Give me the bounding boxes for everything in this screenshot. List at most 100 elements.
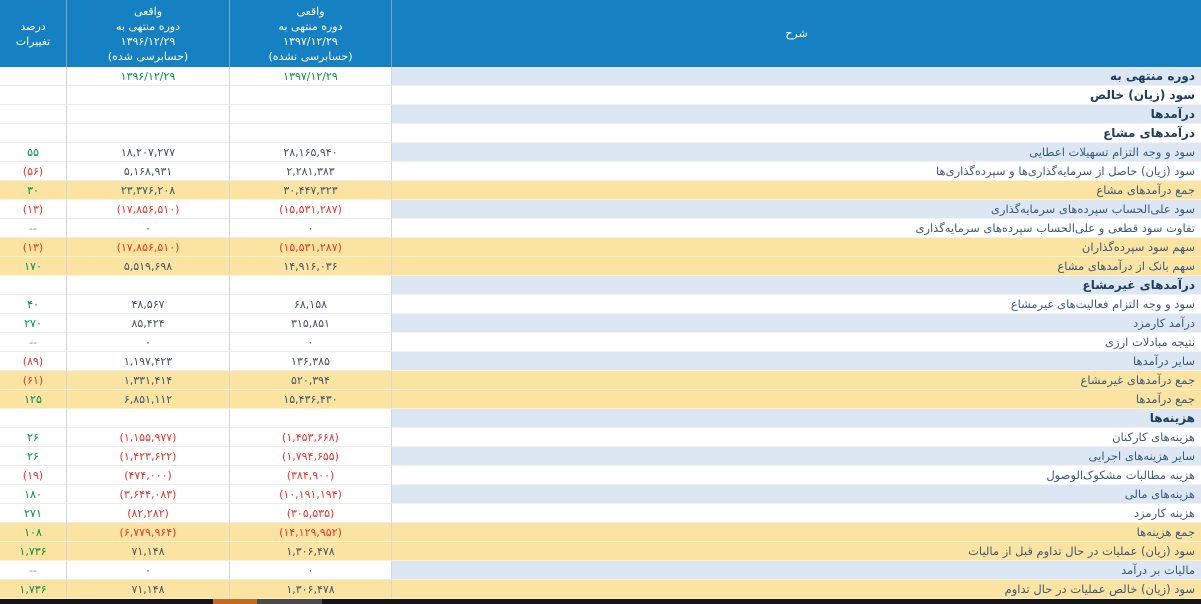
percent-change-cell: ۱۸۰	[0, 485, 66, 504]
column-header-description-label: شرح	[785, 27, 808, 40]
table-row: سود (زیان) خالص عملیات در حال تداوم ۱,۳۰۶…	[0, 580, 1201, 599]
column-header-description: شرح	[391, 0, 1201, 67]
percent-change-cell: ۴۰	[0, 295, 66, 314]
value-1396-cell: ۱,۳۳۱,۴۱۴	[66, 371, 229, 390]
header-1396-line2: دوره منتهی به	[116, 19, 181, 33]
value-1397-cell: ۵۲۰,۳۹۴	[229, 371, 391, 390]
table-row: هزینه کارمزد (۳۰۵,۵۳۵) (۸۲,۲۸۲) ۲۷۱	[0, 504, 1201, 523]
value-1396-cell: ۵,۱۶۸,۹۳۱	[66, 162, 229, 181]
value-1396-cell: ۰	[66, 219, 229, 238]
percent-change-cell: ۱,۷۳۶	[0, 580, 66, 599]
scrollbar-thumb-orange[interactable]	[213, 599, 257, 604]
value-1397-cell: ۱۳۶,۳۸۵	[229, 352, 391, 371]
value-1396-cell: ۰	[66, 333, 229, 352]
table-row: سود و وجه التزام فعالیت‌های غیرمشاع ۶۸,۱۵…	[0, 295, 1201, 314]
value-1397-cell: ۳۰,۴۴۷,۳۲۳	[229, 181, 391, 200]
row-label: درآمدهای غیرمشاع	[391, 276, 1201, 295]
table-row: هزینه‌های مالی (۱۰,۱۹۱,۱۹۴) (۳,۶۴۴,۰۸۳) ۱۸۰	[0, 485, 1201, 504]
percent-change-cell: ۵۵	[0, 143, 66, 162]
percent-change-cell	[0, 124, 66, 143]
row-label: جمع درآمدها	[391, 390, 1201, 409]
value-1396-cell	[66, 86, 229, 105]
value-1397-cell: ۰	[229, 219, 391, 238]
header-1397-date: ۱۳۹۷/۱۲/۲۹	[283, 34, 338, 48]
table-row: جمع هزینه‌ها (۱۴,۱۲۹,۹۵۲) (۶,۷۷۹,۹۶۴) ۱۰۸	[0, 523, 1201, 542]
value-1397-cell: (۳۰۵,۵۳۵)	[229, 504, 391, 523]
row-label: هزینه مطالبات مشکوک‌الوصول	[391, 466, 1201, 485]
row-label: سایر درآمدها	[391, 352, 1201, 371]
value-1397-cell: (۳۸۴,۹۰۰)	[229, 466, 391, 485]
percent-change-cell: ۲۶	[0, 447, 66, 466]
percent-change-cell: ۱,۷۳۶	[0, 542, 66, 561]
table-row: سود (زیان) عملیات در حال تداوم قبل از ما…	[0, 542, 1201, 561]
value-1396-cell: (۱,۴۲۳,۶۲۲)	[66, 447, 229, 466]
value-1396-cell: (۴۷۴,۰۰۰)	[66, 466, 229, 485]
value-1397-cell: (۱,۴۵۳,۶۶۸)	[229, 428, 391, 447]
percent-change-cell: (۸۹)	[0, 352, 66, 371]
row-label: سود علی‌الحساب سپرده‌های سرمایه‌گذاری	[391, 200, 1201, 219]
percent-change-cell: ۳۰	[0, 181, 66, 200]
header-1397-line2: دوره منتهی به	[278, 19, 343, 33]
percent-change-cell: (۶۱)	[0, 371, 66, 390]
row-label: دوره منتهی به	[391, 67, 1201, 86]
table-row: هزینه‌ها	[0, 409, 1201, 428]
value-1397-cell: (۱,۷۹۴,۶۵۵)	[229, 447, 391, 466]
scrollbar-thumb-gray[interactable]	[257, 599, 322, 604]
horizontal-scrollbar[interactable]	[0, 599, 1201, 604]
value-1396-cell: (۱۷,۸۵۶,۵۱۰)	[66, 200, 229, 219]
percent-change-cell	[0, 67, 66, 86]
value-1396-cell: (۸۲,۲۸۲)	[66, 504, 229, 523]
table-row: سایر درآمدها ۱۳۶,۳۸۵ ۱,۱۹۷,۴۲۳ (۸۹)	[0, 352, 1201, 371]
value-1396-cell	[66, 124, 229, 143]
table-row: هزینه مطالبات مشکوک‌الوصول (۳۸۴,۹۰۰) (۴۷۴,…	[0, 466, 1201, 485]
row-label: تفاوت سود قطعی و علی‌الحساب سپرده‌های سر…	[391, 219, 1201, 238]
row-label: سود (زیان) خالص	[391, 86, 1201, 105]
table-row: جمع درآمدهای مشاع ۳۰,۴۴۷,۳۲۳ ۲۳,۳۷۶,۲۰۸ ۳۰	[0, 181, 1201, 200]
header-1396-line1: واقعی	[133, 4, 163, 18]
row-label: سود و وجه التزام تسهیلات اعطایی	[391, 143, 1201, 162]
row-label: هزینه‌ها	[391, 409, 1201, 428]
column-header-actual-1397: واقعی دوره منتهی به ۱۳۹۷/۱۲/۲۹ (حسابرسی …	[229, 0, 391, 67]
value-1396-cell: ۴۸,۵۶۷	[66, 295, 229, 314]
value-1396-cell: ۷۱,۱۴۸	[66, 580, 229, 599]
percent-change-cell: (۱۹)	[0, 466, 66, 485]
value-1397-cell: ۱,۳۰۶,۴۷۸	[229, 580, 391, 599]
value-1396-cell: ۸۵,۴۲۴	[66, 314, 229, 333]
value-1396-cell: (۱,۱۵۵,۹۷۷)	[66, 428, 229, 447]
value-1397-cell: ۲۸,۱۶۵,۹۴۰	[229, 143, 391, 162]
row-label: هزینه‌های مالی	[391, 485, 1201, 504]
percent-change-cell: --	[0, 561, 66, 580]
row-label: درآمد کارمزد	[391, 314, 1201, 333]
value-1397-cell: (۱۵,۵۳۱,۲۸۷)	[229, 200, 391, 219]
header-1396-date: ۱۳۹۶/۱۲/۲۹	[120, 34, 176, 48]
value-1397-cell: ۳۱۵,۸۵۱	[229, 314, 391, 333]
value-1396-cell	[66, 105, 229, 124]
percent-change-cell: (۵۶)	[0, 162, 66, 181]
table-row: سود (زیان) خالص	[0, 86, 1201, 105]
row-label: سود (زیان) حاصل از سرمایه‌گذاری‌ها و سپر…	[391, 162, 1201, 181]
percent-change-cell	[0, 409, 66, 428]
percent-change-cell: --	[0, 219, 66, 238]
table-row: سود و وجه التزام تسهیلات اعطایی ۲۸,۱۶۵,۹۴…	[0, 143, 1201, 162]
percent-change-cell: ۲۷۰	[0, 314, 66, 333]
value-1397-cell: ۰	[229, 561, 391, 580]
value-1397-cell	[229, 276, 391, 295]
value-1396-cell: (۶,۷۷۹,۹۶۴)	[66, 523, 229, 542]
header-pct-line2: تغییرات	[15, 34, 51, 48]
value-1396-cell: ۲۳,۳۷۶,۲۰۸	[66, 181, 229, 200]
value-1397-cell: (۱۴,۱۲۹,۹۵۲)	[229, 523, 391, 542]
value-1397-cell	[229, 409, 391, 428]
table-row: درآمدها	[0, 105, 1201, 124]
value-1397-cell: (۱۵,۵۳۱,۲۸۷)	[229, 238, 391, 257]
value-1396-cell: ۷۱,۱۴۸	[66, 542, 229, 561]
row-label: سود و وجه التزام فعالیت‌های غیرمشاع	[391, 295, 1201, 314]
row-label: جمع درآمدهای غیرمشاع	[391, 371, 1201, 390]
value-1396-cell: ۱۳۹۶/۱۲/۲۹	[66, 67, 229, 86]
row-label: سود (زیان) عملیات در حال تداوم قبل از ما…	[391, 542, 1201, 561]
table-row: درآمد کارمزد ۳۱۵,۸۵۱ ۸۵,۴۲۴ ۲۷۰	[0, 314, 1201, 333]
column-header-actual-1396: واقعی دوره منتهی به ۱۳۹۶/۱۲/۲۹ (حسابرسی …	[66, 0, 229, 67]
value-1397-cell: ۱۴,۹۱۶,۰۳۶	[229, 257, 391, 276]
table-row: تفاوت سود قطعی و علی‌الحساب سپرده‌های سر…	[0, 219, 1201, 238]
value-1397-cell: ۲,۲۸۱,۳۸۳	[229, 162, 391, 181]
